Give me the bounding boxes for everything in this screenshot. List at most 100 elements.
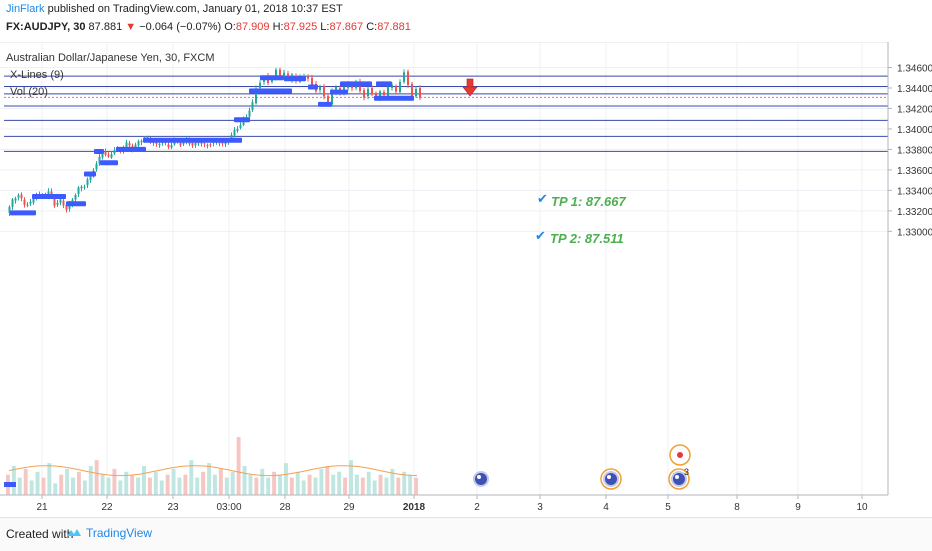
volume-bar [313,477,318,495]
event-icons[interactable]: 3 [473,444,691,490]
candle-body [411,83,413,98]
candle-body [29,201,32,204]
candle-body [110,154,113,158]
volume-bar [295,471,300,495]
volume-bar [142,466,146,495]
candle-body [32,198,35,203]
time-tick-label: 03:00 [216,502,241,513]
candle-body [77,187,80,194]
candle-body [323,85,325,97]
candle-body [179,142,182,146]
volume-bar [319,468,324,495]
volume-bar [82,480,87,495]
author-link[interactable]: JinFlark [6,3,45,15]
time-axis[interactable]: 21 22 23 03:00 28 29 2018 2 3 4 5 8 9 10 [0,494,888,513]
x-line-marker [143,137,242,143]
candle-body [98,156,101,164]
volume-bar [218,468,223,495]
price-change: −0.064 (−0.07%) [139,21,222,33]
candle-body [113,150,116,154]
x-line-marker [260,75,284,81]
flag-event-icon[interactable] [473,471,489,487]
candle-body [419,87,421,98]
candle-body [83,186,86,188]
candle-body [279,69,281,78]
candle-body [62,200,65,206]
candle-body [128,143,131,146]
candle-body [155,142,158,145]
volume-bar [408,474,413,495]
tp1-annotation: ✔ TP 1: 87.667 [537,191,626,209]
volume-bar [384,477,389,495]
candle-body [331,91,333,105]
event-count-badge: 3 [684,467,689,477]
time-tick-label: 2 [474,502,480,513]
price-tick-label: 1.34200 [897,104,932,115]
volume-bar [23,468,28,495]
tradingview-link[interactable]: TradingView [86,526,153,540]
alert-event-icon[interactable] [669,444,691,466]
candle-body [415,88,417,97]
volume-bar [201,471,206,495]
volume-bar [124,471,129,495]
x-line-marker [318,101,332,107]
price-chart[interactable]: 1.34600 1.34400 1.34200 1.34000 1.33800 1.336… [0,41,932,517]
x-line-marker [100,160,118,166]
x-line-marker [234,117,250,123]
candle-body [319,86,321,91]
candle-body [20,194,23,199]
price-axis-bg [888,42,932,517]
chart-area[interactable]: 1.34600 1.34400 1.34200 1.34000 1.33800 1.336… [0,41,932,517]
candle-body [230,135,233,141]
x-line-marker [10,210,36,216]
legend-volume: Vol (20) [10,86,48,98]
price-axis[interactable]: 1.34600 1.34400 1.34200 1.34000 1.33800 1.336… [887,42,932,517]
price-tick-label: 1.33000 [897,227,932,238]
time-tick-label: 9 [795,502,801,513]
candle-body [387,86,389,97]
candle-body [89,174,92,181]
time-tick-label: 10 [856,502,868,513]
tp2-label: TP 2: 87.511 [550,231,624,246]
candle-body [391,84,393,88]
candle-body [23,199,26,205]
volume-bar [378,474,383,495]
flag-event-icon[interactable] [600,468,622,490]
sell-arrow-icon [462,78,478,97]
candle-body [8,206,11,213]
candle-body [95,163,98,170]
candle-body [137,141,140,146]
volume-bar [130,474,135,495]
ohlc-bar: FX:AUDJPY, 30 87.881 ▼ −0.064 (−0.07%) O… [6,21,411,33]
high-label: H: [272,21,284,33]
volume-bar [106,477,111,495]
candle-body [248,110,251,117]
open-value: 87.909 [235,21,270,33]
time-tick-label: 21 [36,502,48,513]
candle-body [80,186,83,189]
volume-bar [396,477,401,495]
flag-event-icon[interactable] [668,468,690,490]
check-icon: ✔ [537,191,548,206]
volume-bar [331,474,336,495]
time-tick-label: 29 [343,502,355,513]
check-icon: ✔ [535,228,546,243]
candle-body [182,141,185,145]
candle-body [233,129,236,136]
candle-body [311,77,313,86]
candle-body [287,73,289,79]
high-value: 87.925 [283,21,318,33]
volume-bar [325,466,330,495]
volume-bar [236,437,241,495]
created-with-text: Created with [6,527,74,541]
tradingview-logo-icon [67,529,81,536]
legend-title: Australian Dollar/Japanese Yen, 30, FXCM [6,52,215,64]
volume-bar [414,477,418,495]
candle-body [399,81,401,93]
volume-bar [207,463,211,495]
time-tick-label: 2018 [403,502,426,513]
volume-bar [283,463,288,495]
price-tick-label: 1.34600 [897,64,932,75]
volume-bar [88,466,93,495]
volume-bar [41,477,46,495]
